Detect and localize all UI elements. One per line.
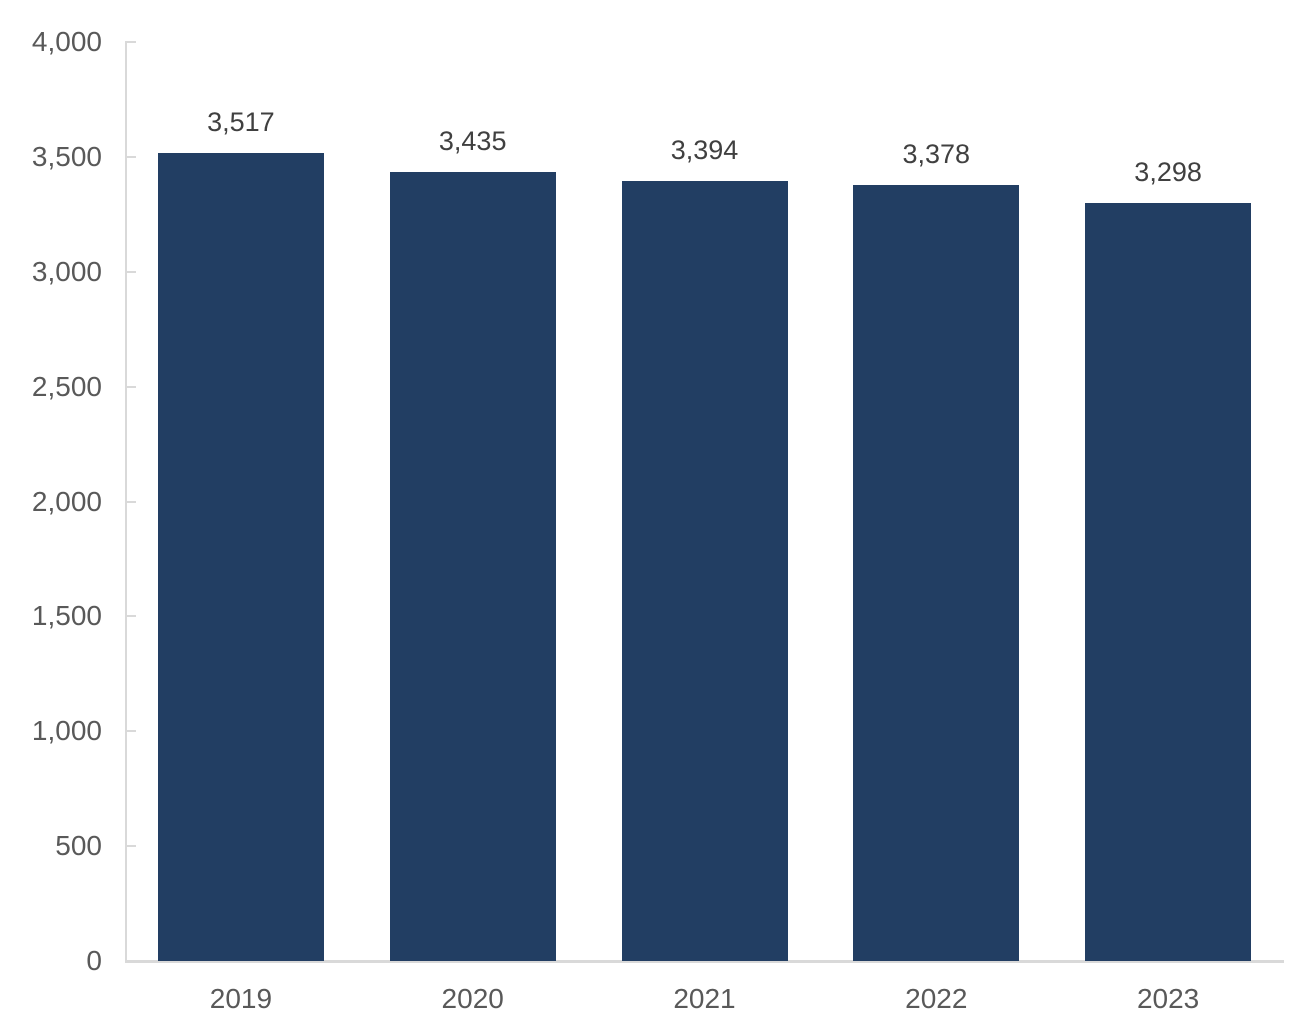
y-tick-label: 0 (86, 945, 102, 976)
y-tick-mark (125, 730, 136, 733)
y-tick-label: 500 (55, 830, 102, 862)
bar-2022 (853, 184, 1020, 961)
y-tick-mark (125, 845, 136, 848)
y-tick-mark (125, 385, 136, 388)
y-tick-mark (125, 615, 136, 618)
y-tick-mark (125, 270, 136, 273)
y-tick-mark (125, 500, 136, 503)
y-tick-label: 3,500 (31, 140, 102, 172)
y-tick-label: 3,000 (31, 255, 102, 287)
y-tick-mark (125, 41, 136, 43)
y-tick-label: 2,500 (31, 370, 102, 402)
x-category-label-2022: 2022 (905, 983, 968, 1014)
bar-value-label: 3,378 (902, 138, 971, 169)
y-tick-label: 2,000 (31, 485, 102, 517)
x-category-label-2023: 2023 (1136, 983, 1200, 1014)
bar-value-label: 3,517 (207, 106, 275, 137)
y-tick-label: 1,500 (31, 600, 102, 632)
bar-value-label: 3,394 (670, 135, 739, 166)
bar-2019 (157, 152, 324, 961)
y-tick-mark (125, 155, 136, 158)
x-category-label-2020: 2020 (441, 983, 504, 1014)
bar-2020 (389, 171, 556, 961)
y-tick-mark (125, 960, 136, 962)
x-category-label-2019: 2019 (209, 983, 273, 1014)
bar-2023 (1085, 203, 1252, 961)
y-tick-label: 4,000 (31, 26, 102, 57)
x-category-label-2021: 2021 (673, 983, 736, 1014)
bar-2021 (621, 181, 788, 961)
x-axis-baseline (125, 960, 1284, 963)
y-tick-label: 1,000 (31, 715, 102, 747)
bar-value-label: 3,435 (438, 125, 507, 156)
bar-value-label: 3,298 (1134, 157, 1202, 188)
